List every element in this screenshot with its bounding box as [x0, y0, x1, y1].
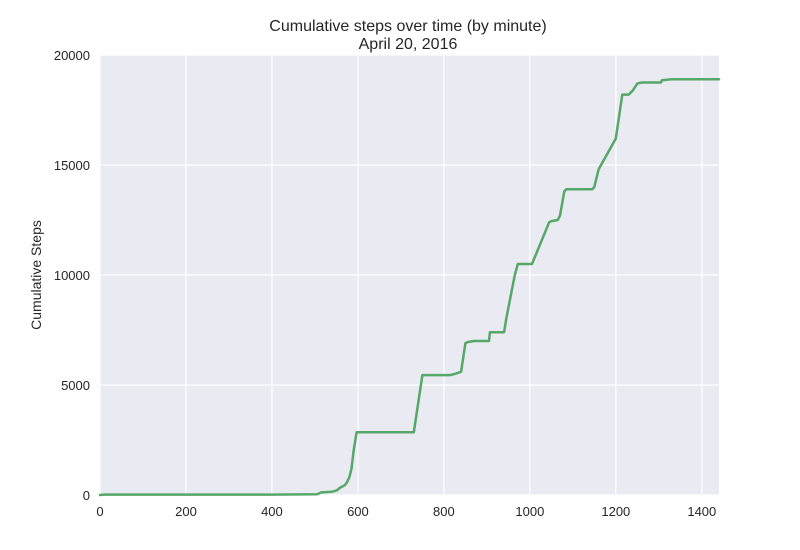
series-line-cumulative-steps: [98, 77, 721, 497]
x-tick-label: 1400: [687, 504, 716, 519]
x-tick-label: 1000: [515, 504, 544, 519]
x-tick-label: 0: [96, 504, 103, 519]
y-tick-label: 20000: [54, 48, 90, 63]
y-tick-label: 0: [83, 488, 90, 503]
x-tick-label: 400: [261, 504, 283, 519]
x-tick-label: 200: [175, 504, 197, 519]
y-axis-label: Cumulative Steps: [28, 220, 44, 330]
y-tick-label: 5000: [61, 378, 90, 393]
x-tick-label: 1200: [601, 504, 630, 519]
y-tick-label: 10000: [54, 268, 90, 283]
chart-subtitle: April 20, 2016: [359, 36, 458, 53]
y-tick-labels: 0 5000 10000 15000 20000: [54, 48, 90, 503]
x-tick-labels: 0 200 400 600 800 1000 1200 1400: [96, 504, 716, 519]
x-tick-label: 800: [433, 504, 455, 519]
y-tick-label: 15000: [54, 158, 90, 173]
chart-title: Cumulative steps over time (by minute): [269, 18, 546, 35]
x-tick-label: 600: [347, 504, 369, 519]
